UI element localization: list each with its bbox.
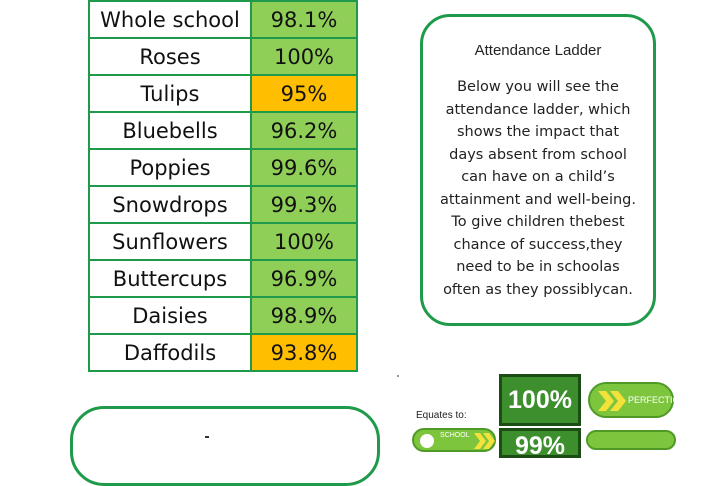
table-row: Buttercups 96.9% [88,259,358,298]
perfection-pill: PERFECTION [588,382,686,418]
class-name-cell: Daisies [88,296,252,335]
table-row: Roses 100% [88,37,358,76]
class-name-cell: Whole school [88,0,252,39]
class-name-cell: Tulips [88,74,252,113]
info-body-line: often as they possiblycan. [443,281,633,298]
table-row: Whole school 98.1% [88,0,358,39]
bottom-box-mark [205,436,209,438]
class-name-cell: Snowdrops [88,185,252,224]
info-body-line: To give children thebest [451,214,625,230]
class-name-cell: Poppies [88,148,252,187]
attendance-percent-cell: 99.3% [250,185,358,224]
table-row: Daisies 98.9% [88,296,358,335]
equates-to-label: Equates to: [416,410,467,421]
attendance-percent-cell: 100% [250,37,358,76]
attendance-ladder-info-box: Attendance Ladder Below you will see the… [420,14,656,326]
class-name-cell: Daffodils [88,333,252,372]
ladder-dot [397,375,399,377]
table-row: Bluebells 96.2% [88,111,358,150]
info-body-line: chance of success,they [453,236,623,253]
double-chevron-icon [474,433,495,449]
attendance-percent-cell: 100% [250,222,358,261]
info-body-line: need to be in schoolas [456,259,620,275]
ladder-rung-100: 100% [499,374,581,426]
attendance-percent-cell: 99.6% [250,148,358,187]
info-body-line: Below you will see the [457,79,619,95]
school-label: SCHOOL [440,432,470,439]
class-name-cell: Bluebells [88,111,252,150]
attendance-table-body: Whole school 98.1% Roses 100% Tulips 95% Blueb… [88,0,358,372]
attendance-percent-cell: 96.9% [250,259,358,298]
school-pill: SCHOOL [412,428,496,452]
info-body-line: attendance ladder, which [445,101,631,118]
info-body-line: attainment and well-being. [439,191,636,208]
table-row: Daffodils 93.8% [88,333,358,372]
info-body-line: days absent from school [449,146,627,163]
bottom-info-box [70,406,380,486]
attendance-percent-cell: 93.8% [250,333,358,372]
attendance-table: Whole school 98.1% Roses 100% Tulips 95% Blueb… [88,0,358,372]
class-name-cell: Sunflowers [88,222,252,261]
info-body: Below you will see the attendance ladder,… [433,76,643,301]
info-body-line: shows the impact that [457,124,619,140]
ladder-rung-99: 99% [499,428,581,460]
table-row: Poppies 99.6% [88,148,358,187]
info-title: Attendance Ladder [474,42,602,59]
attendance-percent-cell: 98.9% [250,296,358,335]
info-body-line: can have on a child’s [461,169,615,185]
school-number-icon [420,434,434,448]
class-name-cell: Buttercups [88,259,252,298]
table-row: Tulips 95% [88,74,358,113]
perfection-label: PERFECTION [628,395,687,405]
class-name-cell: Roses [88,37,252,76]
table-row: Snowdrops 99.3% [88,185,358,224]
attendance-percent-cell: 98.1% [250,0,358,39]
attendance-percent-cell: 95% [250,74,358,113]
attendance-percent-cell: 96.2% [250,111,358,150]
table-row: Sunflowers 100% [88,222,358,261]
double-chevron-icon [598,391,626,411]
right-label-pill [586,430,676,450]
